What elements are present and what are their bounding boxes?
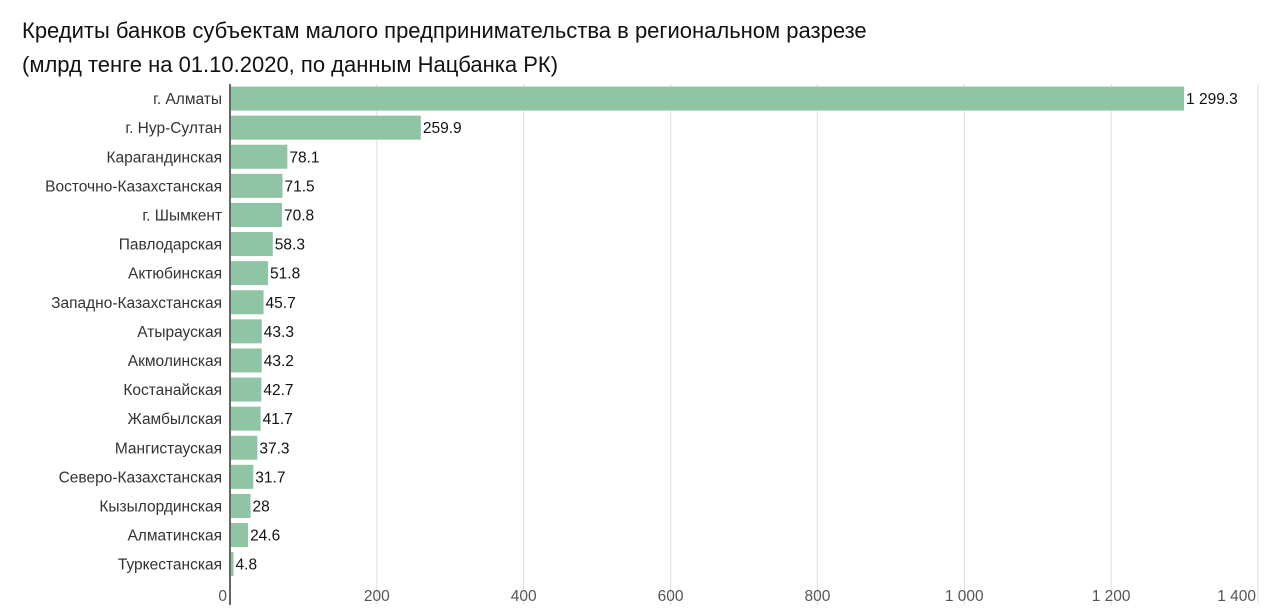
data-label: 42.7: [263, 382, 293, 399]
bar: [231, 261, 269, 286]
category-label: Жамбылская: [127, 411, 222, 428]
data-label: 51.8: [270, 266, 300, 283]
data-label: 43.2: [264, 353, 294, 370]
category-label: Павлодарская: [119, 237, 222, 254]
category-label: Западно-Казахстанская: [51, 295, 222, 312]
category-label: Туркестанская: [118, 557, 222, 574]
category-label: Мангистауская: [115, 440, 222, 457]
bar: [231, 232, 273, 257]
bar: [231, 202, 282, 227]
bar: [231, 348, 262, 373]
category-label: Акмолинская: [128, 353, 222, 370]
bar: [231, 115, 421, 140]
category-label: Костанайская: [123, 382, 222, 399]
bar: [231, 406, 261, 431]
bar: [231, 290, 264, 315]
chart-title-block: Кредиты банков субъектам малого предприн…: [22, 14, 867, 82]
data-label: 78.1: [289, 149, 319, 166]
data-label: 70.8: [284, 207, 314, 224]
bar: [231, 523, 249, 548]
category-label: Алматинская: [127, 528, 222, 545]
category-label: Северо-Казахстанская: [59, 469, 222, 486]
x-tick-label: 200: [364, 588, 390, 605]
category-label: Атырауская: [137, 324, 222, 341]
x-tick-labels: 0 200 400 600 800 1 000 1 200 1 400: [218, 588, 1256, 605]
data-label: 45.7: [266, 295, 296, 312]
x-tick-label: 0: [218, 588, 227, 605]
bar: [231, 464, 254, 489]
x-tick-label: 1 000: [945, 588, 984, 605]
category-label: Карагандинская: [106, 149, 222, 166]
data-label: 71.5: [285, 178, 315, 195]
data-label: 58.3: [275, 237, 305, 254]
data-label: 28: [253, 498, 270, 515]
data-label: 259.9: [423, 120, 462, 137]
grid-lines: [376, 84, 1259, 605]
bar: [231, 144, 288, 169]
data-label: 31.7: [255, 469, 285, 486]
data-label: 4.8: [236, 557, 258, 574]
category-label: г. Шымкент: [142, 207, 222, 224]
category-label: Восточно-Казахстанская: [45, 178, 222, 195]
bar: [231, 552, 234, 577]
data-label: 43.3: [264, 324, 294, 341]
bars: [231, 86, 1185, 577]
category-label: г. Алматы: [153, 91, 222, 108]
chart-title: Кредиты банков субъектам малого предприн…: [22, 18, 867, 43]
bar: [231, 86, 1185, 111]
bar: [231, 173, 283, 198]
data-label: 1 299.3: [1186, 91, 1238, 108]
x-tick-label: 600: [658, 588, 684, 605]
x-tick-label: 800: [804, 588, 830, 605]
x-tick-label: 1 400: [1217, 588, 1256, 605]
chart-subtitle: (млрд тенге на 01.10.2020, по данным Нац…: [22, 52, 559, 77]
data-label: 24.6: [250, 528, 280, 545]
x-tick-label: 1 200: [1092, 588, 1131, 605]
value-labels: 1 299.3 259.9 78.1 71.5 70.8 58.3 51.8 45.7 43.3…: [236, 91, 1238, 574]
category-label: Актюбинская: [128, 266, 222, 283]
bar: [231, 435, 258, 460]
bar: [231, 493, 251, 518]
bar: [231, 377, 262, 402]
data-label: 37.3: [259, 440, 289, 457]
category-label: Кызылординская: [99, 498, 222, 515]
data-label: 41.7: [263, 411, 293, 428]
category-labels: г. Алматы г. Нур-Султан Карагандинская Вост…: [45, 91, 222, 574]
category-label: г. Нур-Султан: [125, 120, 222, 137]
x-tick-label: 400: [511, 588, 537, 605]
bar: [231, 319, 262, 344]
